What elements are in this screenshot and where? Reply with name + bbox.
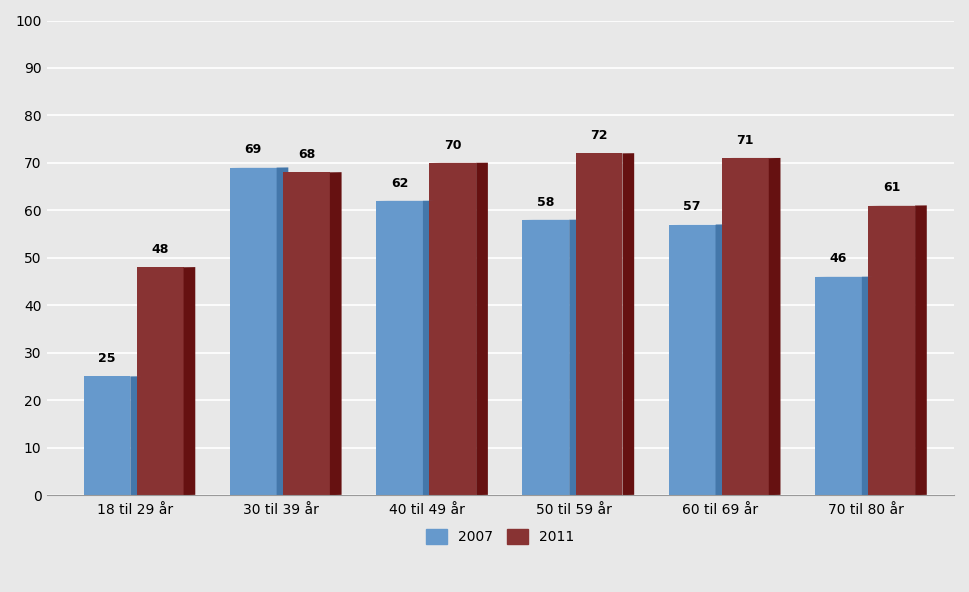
Polygon shape (915, 205, 926, 495)
Polygon shape (422, 201, 435, 495)
Text: 48: 48 (151, 243, 169, 256)
Text: 71: 71 (736, 134, 754, 147)
Bar (376, 201, 422, 495)
Bar (815, 277, 861, 495)
Bar (669, 224, 715, 495)
Bar (722, 158, 768, 495)
Bar (576, 153, 622, 495)
Bar (868, 205, 915, 495)
Polygon shape (861, 276, 873, 495)
Polygon shape (183, 267, 196, 495)
Text: 61: 61 (883, 181, 900, 194)
Text: 68: 68 (297, 148, 315, 161)
Bar (283, 172, 329, 495)
Bar (83, 377, 130, 495)
Polygon shape (622, 153, 634, 495)
Text: 69: 69 (244, 143, 262, 156)
Text: 72: 72 (590, 129, 608, 142)
Text: 62: 62 (391, 176, 408, 189)
Bar (230, 168, 276, 495)
Polygon shape (715, 224, 727, 495)
Legend: 2007, 2011: 2007, 2011 (421, 524, 580, 550)
Text: 70: 70 (444, 139, 461, 152)
Polygon shape (768, 158, 780, 495)
Text: 58: 58 (537, 195, 554, 208)
Bar (429, 163, 476, 495)
Text: 46: 46 (829, 252, 847, 265)
Polygon shape (329, 172, 342, 495)
Bar (522, 220, 569, 495)
Polygon shape (476, 163, 487, 495)
Polygon shape (276, 168, 289, 495)
Polygon shape (569, 220, 581, 495)
Polygon shape (130, 377, 142, 495)
Text: 57: 57 (683, 200, 701, 213)
Text: 25: 25 (98, 352, 115, 365)
Bar (137, 267, 183, 495)
